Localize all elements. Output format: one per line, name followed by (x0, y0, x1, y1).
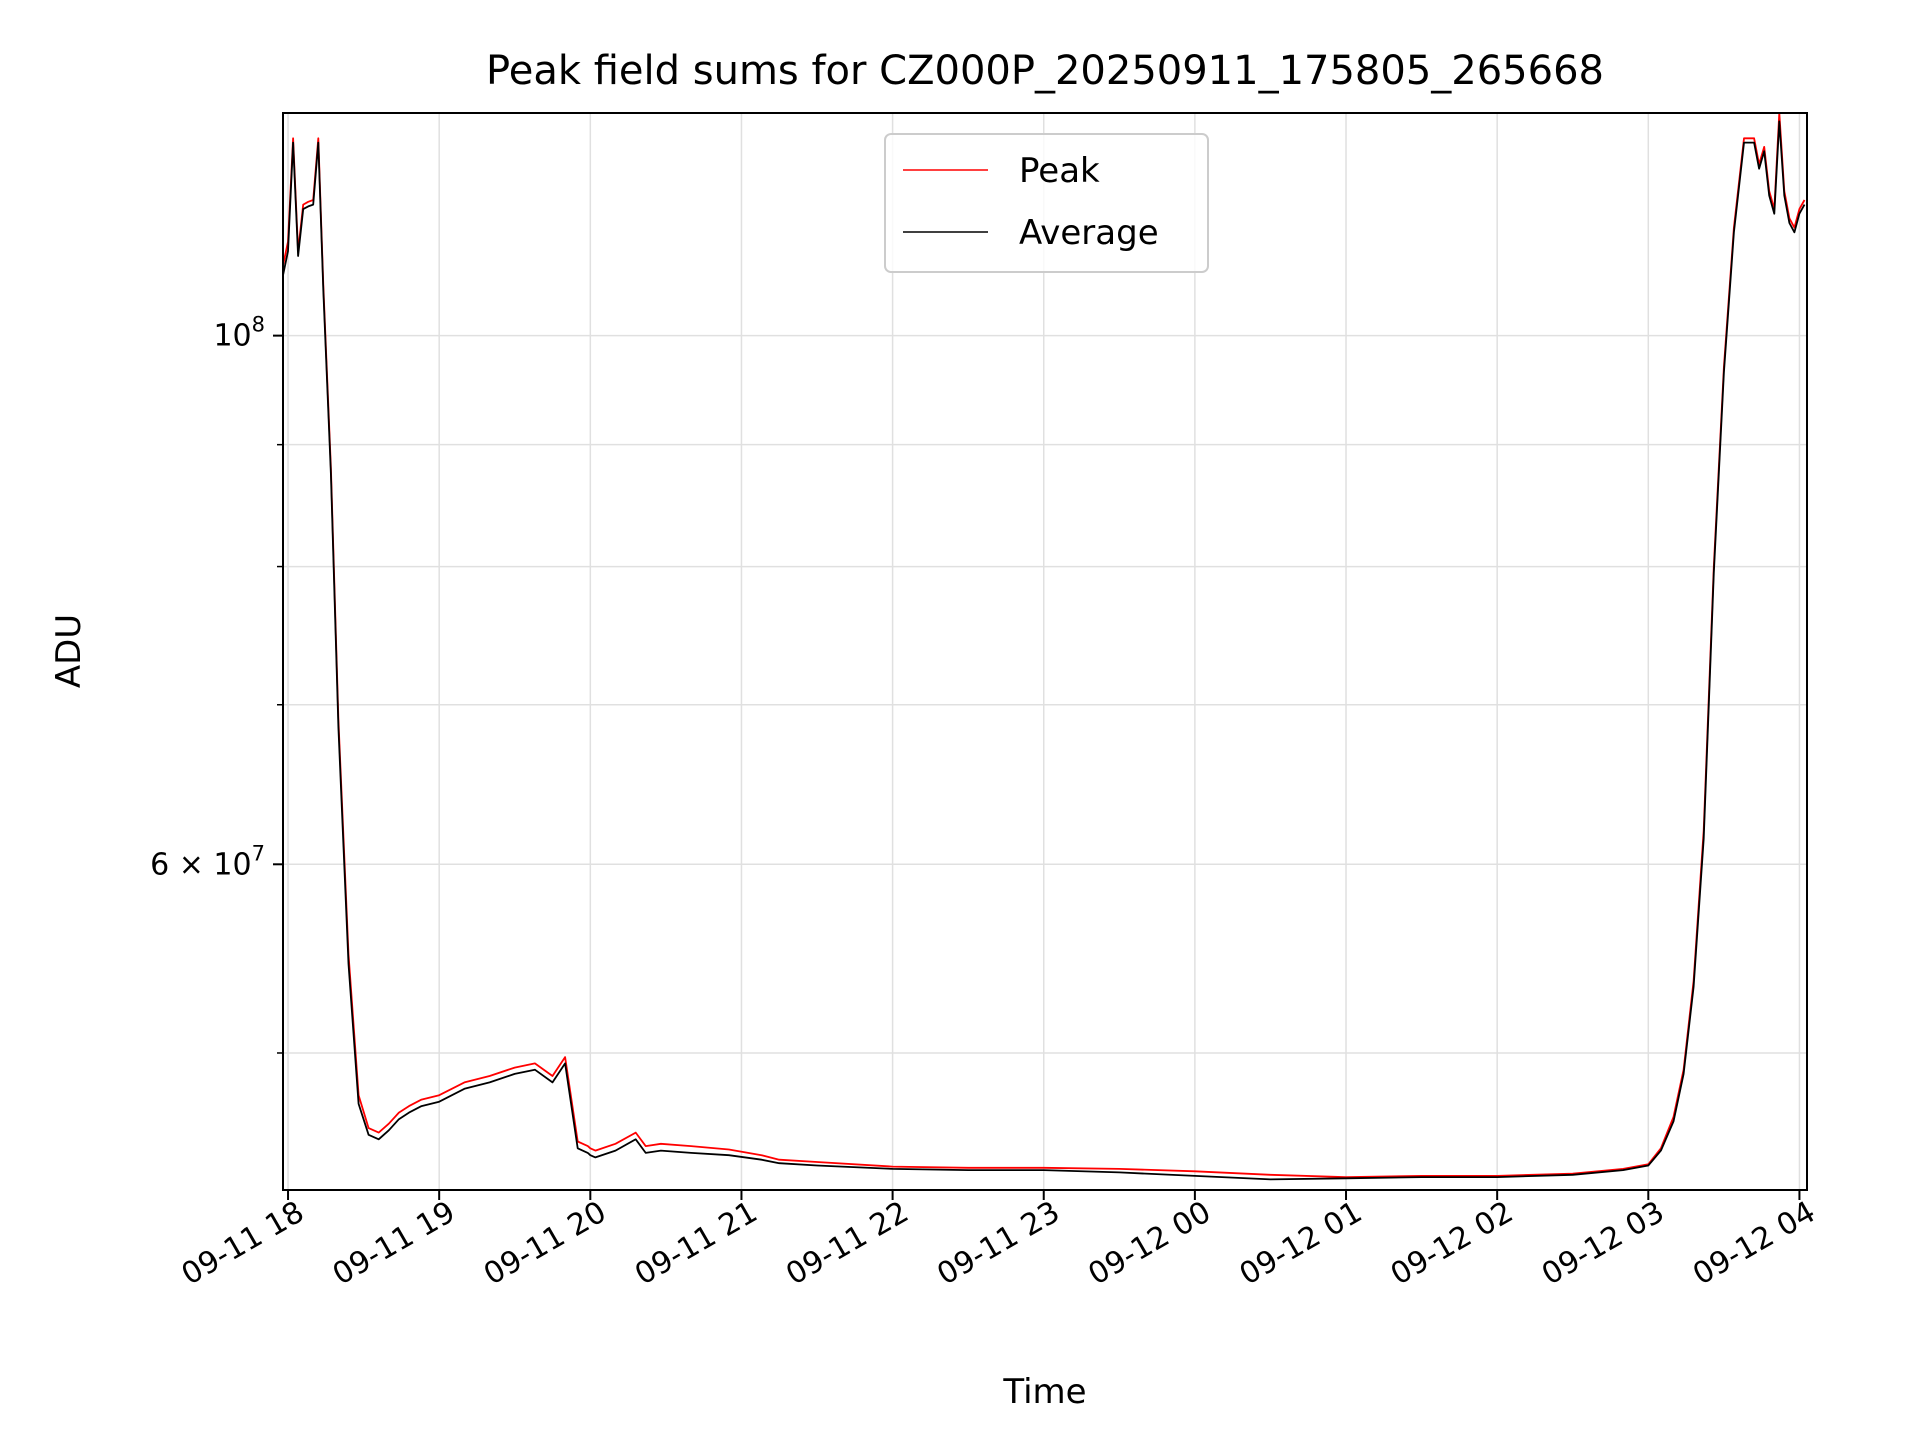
y-axis: 108 6 × 107 (150, 313, 283, 1054)
legend: Peak Average (884, 133, 1209, 273)
chart-title: Peak field sums for CZ000P_20250911_1758… (486, 48, 1604, 94)
y-tick-label: 108 (213, 313, 265, 354)
legend-label-average: Average (1019, 213, 1159, 253)
y-tick-label: 6 × 107 (150, 841, 265, 882)
x-axis-label: Time (1002, 1372, 1086, 1412)
series-line-average (283, 120, 1806, 1181)
grid (283, 113, 1807, 1190)
legend-box (884, 133, 1209, 273)
legend-label-peak: Peak (1019, 151, 1100, 191)
series-layer (283, 113, 1806, 1181)
y-axis-label: ADU (49, 614, 89, 688)
plot-frame (282, 112, 1808, 1191)
